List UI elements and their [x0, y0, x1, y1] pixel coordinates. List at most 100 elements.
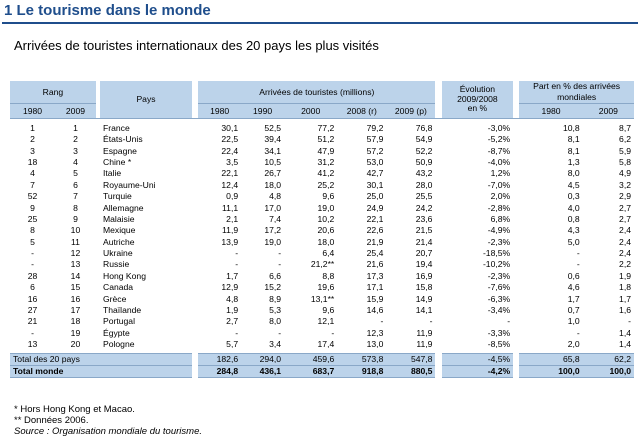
share-2009: 5,9	[619, 145, 631, 156]
share-2009: 6,2	[619, 134, 631, 145]
rank-2009: 2	[73, 134, 78, 145]
arrivals-2009: 25,5	[415, 191, 433, 202]
country: Chine *	[102, 156, 132, 167]
arrivals-2008: 17,3	[366, 270, 384, 281]
rank-1980: 3	[30, 145, 35, 156]
share-1980: 4,5	[567, 179, 580, 190]
arrivals-1980: 1,7	[226, 270, 239, 281]
arrivals-2000: 25,2	[317, 179, 335, 190]
arrivals-2008: 30,1	[366, 179, 384, 190]
arrivals-1980: 12,4	[221, 179, 239, 190]
arrivals-2009: 28,0	[415, 179, 433, 190]
share-1980: 8,0	[567, 168, 580, 179]
arrivals-1990: -	[278, 248, 282, 259]
arrivals-2009: 11,9	[416, 339, 433, 350]
share-2009: 1,4	[619, 327, 631, 338]
header-evolution-line3: en %	[467, 103, 488, 114]
table-row: 13 20 Pologne 5,7 3,4 17,4 13,0 11,9 -8,5% 2,0 1,4	[10, 339, 634, 354]
arrivals-2000: 31,2	[317, 156, 335, 167]
rank-1980: -	[31, 259, 34, 270]
evolution: -4,9%	[487, 225, 511, 236]
arrivals-2008: 53,0	[366, 156, 384, 167]
arrivals-2000: 19,6	[317, 282, 335, 293]
table-row: 25 9 Malaisie 2,1 7,4 10,2 22,1 23,6 6,8% 0,8 2,7	[10, 213, 634, 226]
evolution: -2,3%	[487, 270, 511, 281]
share-1980: 0,7	[567, 305, 580, 316]
arrivals-1980: 4,8	[226, 293, 239, 304]
rank-1980: 28	[27, 270, 38, 281]
share-1980: 4,6	[567, 282, 580, 293]
arrivals-2000: 47,9	[317, 145, 335, 156]
header-arrivees: Arrivées de touristes (millions)	[198, 81, 436, 104]
arrivals-1990: 52,5	[264, 123, 282, 133]
table-row: 16 16 Grèce 4,8 8,9 13,1** 15,9 14,9 -6,3% 1,7 1,7	[10, 293, 634, 305]
evolution: -6,3%	[487, 293, 511, 304]
share-2009: 1,9	[619, 270, 631, 281]
arrivals-2009: 11,9	[416, 327, 433, 338]
arrivals-2000: 9,6	[322, 191, 335, 202]
total-part-2009: 100,0	[582, 365, 634, 379]
total-2008: 573,8	[337, 353, 387, 366]
rank-2009: 18	[70, 316, 81, 327]
table-row: 27 17 Thaïlande 1,9 5,3 9,6 14,6 14,1 -3,4% 0,7 1,…	[10, 304, 634, 317]
rank-2009: 17	[70, 305, 81, 316]
country: Mexique	[102, 225, 136, 236]
rank-1980: 18	[27, 156, 38, 167]
rank-1980: 1	[30, 123, 35, 133]
arrivals-1990: 7,4	[269, 213, 282, 224]
share-1980: 5,0	[567, 236, 580, 247]
header-evolution-line1: Évolution	[459, 84, 496, 95]
arrivals-2000: 18,0	[317, 236, 335, 247]
arrivals-2000: 51,2	[317, 134, 335, 145]
country: France	[102, 123, 130, 133]
arrivals-2000: 8,8	[322, 270, 335, 281]
arrivals-2009: 23,6	[415, 213, 433, 224]
share-2009: 4,9	[619, 168, 631, 179]
rank-2009: 11	[70, 236, 80, 247]
header-row-2: 1980 2009 1980 1990 2000 2008 (r) 2009 (…	[10, 103, 634, 119]
arrivals-2000: 21,2**	[310, 259, 335, 270]
arrivals-1990: 18,0	[264, 179, 282, 190]
arrivals-1980: 2,7	[226, 316, 239, 327]
header-2008: 2008 (r)	[337, 103, 387, 119]
rank-1980: 21	[27, 316, 38, 327]
arrivals-1980: 11,1	[222, 202, 239, 213]
rank-1980: 2	[30, 134, 35, 145]
share-2009: 2,7	[619, 202, 631, 213]
arrivals-2009: 14,1	[415, 305, 433, 316]
rank-2009: 8	[73, 202, 78, 213]
country: Canada	[102, 282, 134, 293]
rank-2009: 4	[73, 156, 78, 167]
table-row: 3 3 Espagne 22,4 34,1 47,9 57,2 52,2 -8,7% 8,1 5,9	[10, 145, 634, 157]
arrivals-1990: 4,8	[269, 191, 282, 202]
share-2009: 1,7	[619, 293, 631, 304]
tourism-table: Rang Pays Arrivées de touristes (million…	[10, 81, 634, 379]
arrivals-1990: 17,0	[264, 202, 282, 213]
arrivals-1980: 22,1	[221, 168, 239, 179]
country: Grèce	[102, 293, 127, 304]
table-row: 21 18 Portugal 2,7 8,0 12,1 - - - 1,0 -	[10, 316, 634, 328]
arrivals-2000: 6,4	[322, 248, 335, 259]
header-1990: 1990	[241, 103, 285, 119]
arrivals-2008: 24,9	[366, 202, 384, 213]
arrivals-1990: 39,4	[264, 134, 282, 145]
rank-1980: 16	[27, 293, 38, 304]
share-2009: 1,8	[619, 282, 631, 293]
arrivals-1980: -	[235, 327, 239, 338]
country: Thaïlande	[102, 305, 142, 316]
country: Égypte	[102, 327, 130, 338]
share-2009: 2,4	[619, 225, 631, 236]
evolution: 6,8%	[490, 213, 511, 224]
arrivals-2009: 16,9	[415, 270, 433, 281]
rank-1980: 8	[30, 225, 35, 236]
arrivals-1980: 12,9	[221, 282, 239, 293]
table-row: 4 5 Italie 22,1 26,7 41,2 42,7 43,2 1,2% 8,0 4,9	[10, 168, 634, 180]
header-1980: 1980	[198, 103, 242, 119]
total-1990: 294,0	[241, 353, 285, 366]
arrivals-2009: 19,4	[415, 259, 433, 270]
arrivals-1990: 6,6	[269, 270, 282, 281]
total-part-1980: 100,0	[519, 365, 583, 379]
arrivals-2008: 57,9	[366, 134, 384, 145]
arrivals-2000: 9,6	[322, 305, 335, 316]
rank-1980: 52	[27, 191, 38, 202]
